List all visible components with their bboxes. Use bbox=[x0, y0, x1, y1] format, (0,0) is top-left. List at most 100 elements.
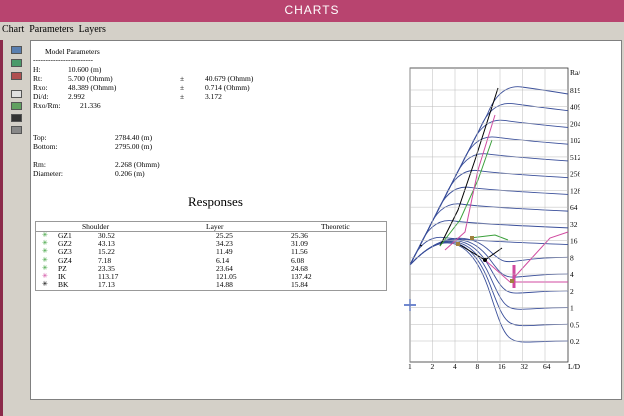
y-tick-label: 8 bbox=[570, 253, 574, 262]
cell: 14.88 bbox=[216, 280, 233, 290]
black-line bbox=[419, 244, 423, 247]
model-curve bbox=[409, 153, 569, 266]
y-tick-label: 512 bbox=[570, 153, 580, 162]
menu-item[interactable]: Chart bbox=[2, 24, 25, 35]
y-tick-label: 4 bbox=[570, 270, 574, 279]
window-title: CHARTS bbox=[284, 3, 340, 17]
pink-line bbox=[509, 231, 569, 283]
y-tick-label: 0.25 bbox=[570, 337, 580, 346]
row-name: BK bbox=[58, 280, 69, 290]
row-name: GZ4 bbox=[58, 255, 72, 265]
point bbox=[456, 242, 460, 246]
model-curve bbox=[409, 241, 569, 310]
y-unit: Ra/Rm bbox=[570, 68, 580, 77]
tool-icon[interactable] bbox=[11, 126, 22, 134]
tool-icon[interactable] bbox=[11, 59, 22, 67]
cell: 24.68 bbox=[291, 263, 308, 273]
param-value: 5.700 (Ohmm) bbox=[68, 74, 113, 83]
pm-sign: ± bbox=[180, 74, 185, 83]
row-icon: ✳ bbox=[42, 247, 48, 256]
point bbox=[483, 258, 487, 262]
tool-icon[interactable] bbox=[11, 46, 22, 54]
model-curve bbox=[409, 103, 569, 266]
param-label: Rt: bbox=[33, 74, 43, 83]
cell: 17.13 bbox=[98, 280, 115, 290]
content-panel bbox=[30, 40, 622, 400]
mud-label: Rm: bbox=[33, 160, 46, 169]
x-tick-label: 64 bbox=[543, 362, 551, 371]
model-curve bbox=[409, 236, 569, 266]
param-label: Rxo/Rm: bbox=[33, 101, 61, 110]
section-title: Model Parameters bbox=[45, 47, 100, 56]
mud-label: Diameter: bbox=[33, 169, 63, 178]
y-tick-label: 64 bbox=[570, 203, 578, 212]
cell: 7.18 bbox=[98, 255, 112, 265]
column-header: Theoretic bbox=[321, 222, 350, 231]
cell: 31.09 bbox=[291, 239, 308, 249]
y-tick-label: 4096 bbox=[570, 103, 580, 112]
cell: 15.22 bbox=[98, 247, 115, 257]
black-line bbox=[459, 244, 503, 261]
row-icon: ✳ bbox=[42, 272, 48, 280]
depth-label: Top: bbox=[33, 133, 47, 142]
y-tick-label: 16 bbox=[570, 237, 578, 246]
param-value: 10.600 (m) bbox=[68, 65, 102, 74]
y-tick-label: 256 bbox=[570, 170, 580, 179]
param-label: Di/d: bbox=[33, 92, 49, 101]
column-header: Shoulder bbox=[82, 222, 110, 231]
row-icon: ✳ bbox=[42, 239, 48, 248]
x-tick-label: 8 bbox=[476, 362, 480, 371]
section-title: Responses bbox=[188, 194, 243, 209]
pm-sign: ± bbox=[180, 83, 185, 92]
model-curve bbox=[409, 136, 569, 266]
mud-value: 0.206 (m) bbox=[115, 169, 145, 178]
responses-table: Shoulder Layer Theoretic ✳ GZ1 30.52 25.25 25.3… bbox=[35, 221, 387, 291]
x-tick-label: 32 bbox=[521, 362, 529, 371]
y-tick-label: 32 bbox=[570, 220, 578, 229]
model-curve bbox=[409, 242, 569, 343]
y-tick-label: 1024 bbox=[570, 136, 580, 145]
curve-family bbox=[409, 86, 569, 343]
y-tick-label: 8192 bbox=[570, 86, 580, 95]
point bbox=[470, 236, 474, 240]
model-curve bbox=[409, 237, 569, 266]
model-curve bbox=[409, 119, 569, 266]
interpretation-lines bbox=[404, 87, 569, 311]
header-rule bbox=[36, 231, 386, 232]
pm-sign: ± bbox=[180, 92, 185, 101]
tool-icon[interactable] bbox=[11, 90, 22, 98]
cell: 43.13 bbox=[98, 239, 115, 249]
row-name: IK bbox=[58, 272, 66, 281]
param-value: 21.336 bbox=[80, 101, 101, 110]
row-icon: ✳ bbox=[42, 231, 48, 239]
y-tick-label: 1 bbox=[570, 304, 574, 313]
row-icon: ✳ bbox=[42, 263, 48, 272]
row-name: GZ3 bbox=[58, 247, 72, 257]
x-tick-label: 1 bbox=[408, 362, 412, 371]
row-name: GZ1 bbox=[58, 231, 72, 240]
model-curve bbox=[409, 240, 569, 294]
toolbar bbox=[0, 40, 28, 416]
green-line bbox=[469, 234, 509, 241]
model-curve bbox=[409, 241, 569, 327]
tool-icon[interactable] bbox=[11, 114, 22, 122]
x-tick-label: 16 bbox=[498, 362, 506, 371]
cell: 137.42 bbox=[291, 272, 312, 281]
cell: 23.64 bbox=[216, 263, 233, 273]
param-value: 2.992 bbox=[68, 92, 85, 101]
cell: 25.36 bbox=[291, 231, 308, 240]
tool-icon[interactable] bbox=[11, 102, 22, 110]
menu-bar: Chart Parameters Layers bbox=[0, 22, 624, 38]
menu-item[interactable]: Parameters bbox=[29, 24, 74, 35]
column-header: Layer bbox=[206, 222, 224, 231]
cell: 6.14 bbox=[216, 255, 230, 265]
cell: 30.52 bbox=[98, 231, 115, 240]
x-tick-label: 4 bbox=[453, 362, 457, 371]
menu-item[interactable]: Layers bbox=[78, 24, 106, 35]
param-value: 48.389 (Ohmm) bbox=[68, 83, 117, 92]
cell: 34.23 bbox=[216, 239, 233, 249]
model-curve bbox=[409, 203, 569, 266]
y-tick-label: 0.5 bbox=[570, 320, 580, 329]
tool-icon[interactable] bbox=[11, 72, 22, 80]
